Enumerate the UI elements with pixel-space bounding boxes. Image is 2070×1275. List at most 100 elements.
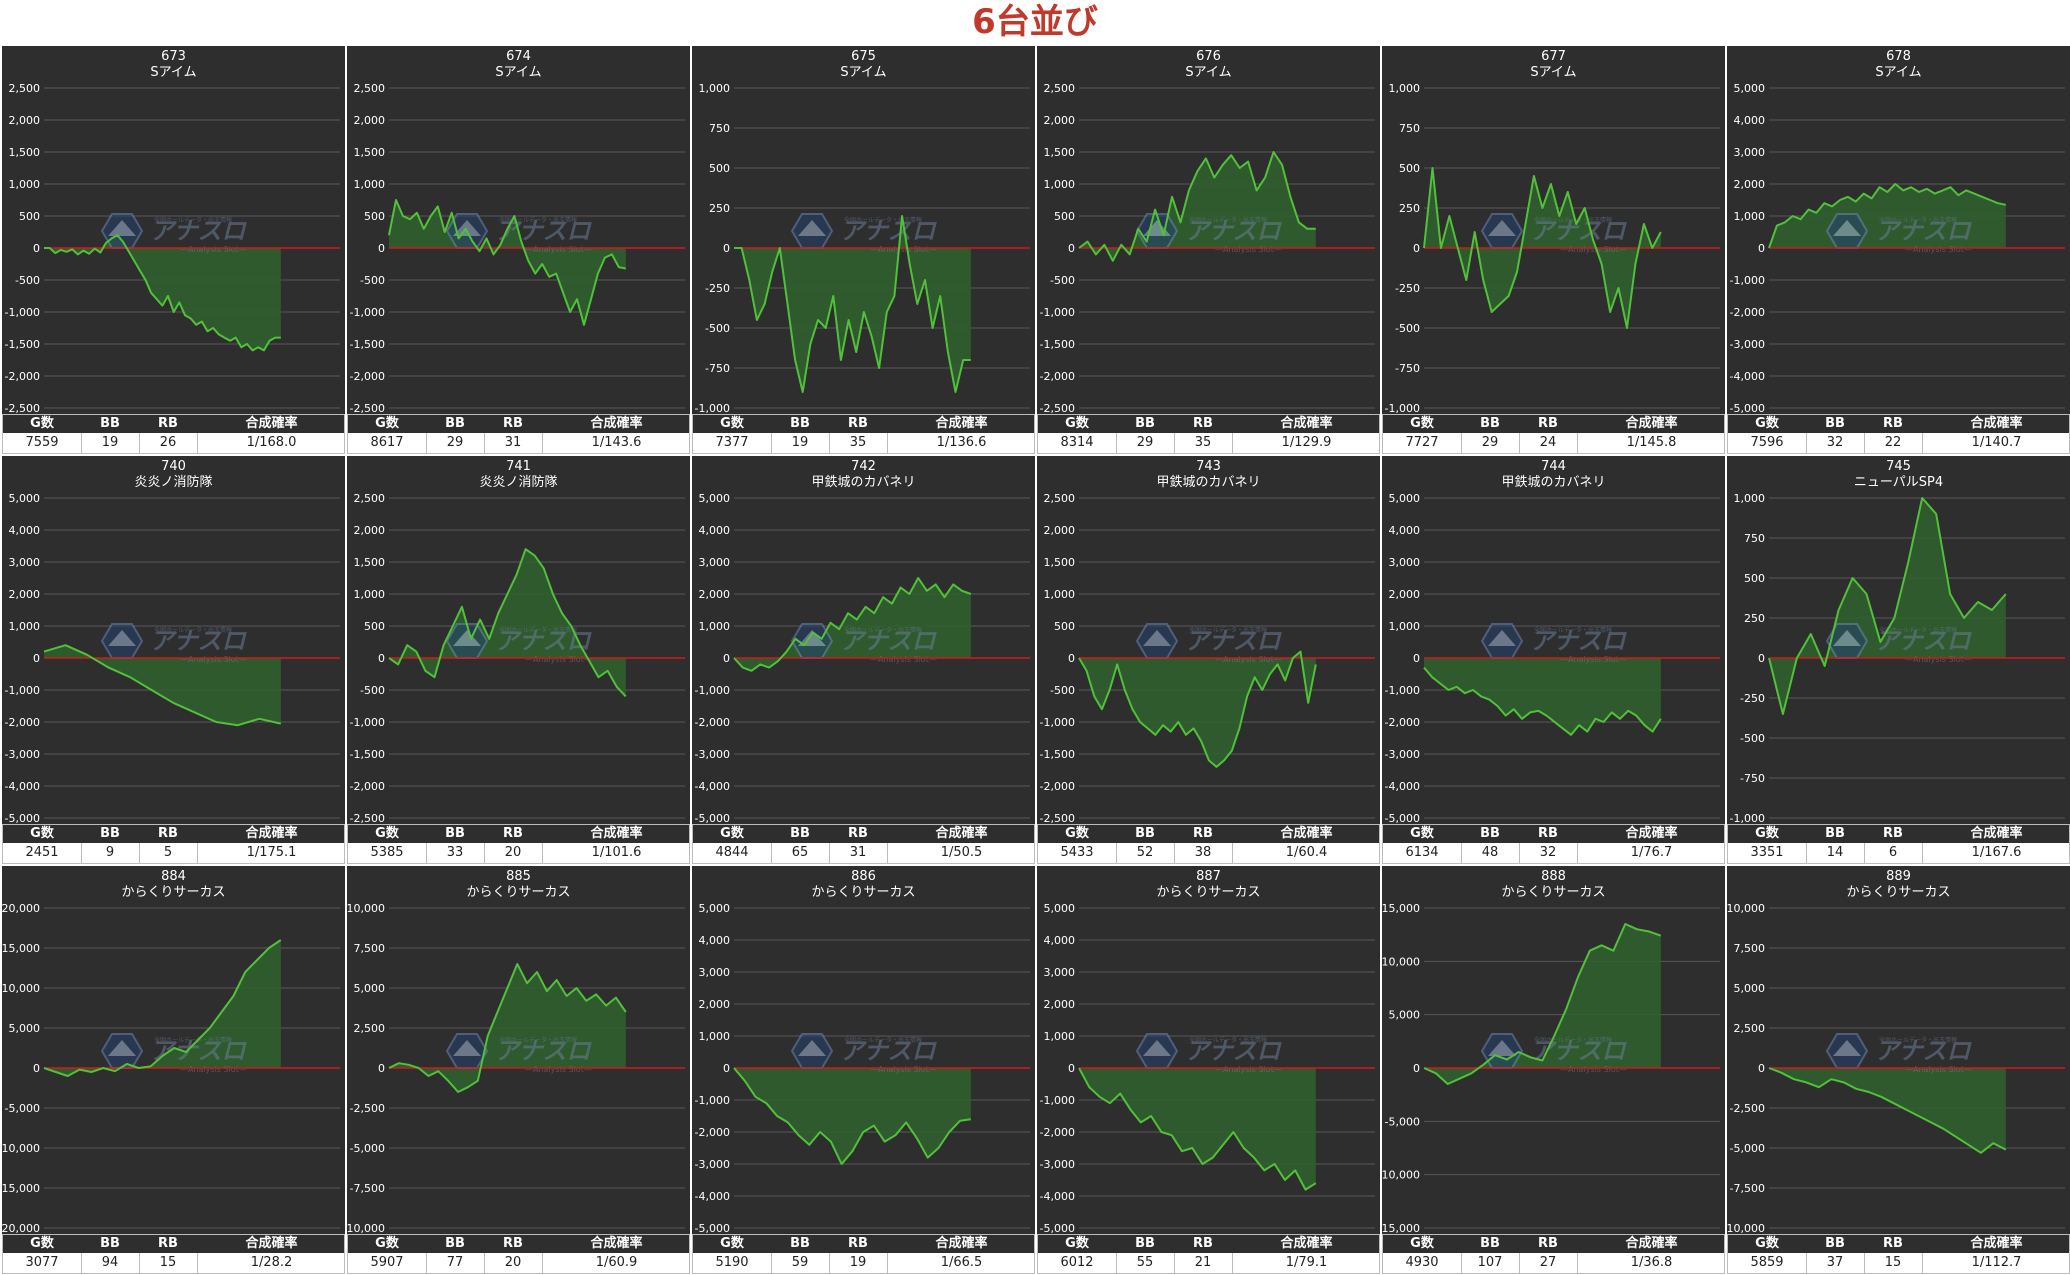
stats-bb-count: 65 [791,845,809,860]
stats-header-combined-probability: 合成確率 [1280,416,1333,431]
stats-divider [1519,433,1520,453]
stats-value-row: 3077 94 15 1/28.2 [3,1253,344,1273]
stats-table: G数 BB RB 合成確率 3077 94 15 1/28.2 [2,1234,345,1274]
series-area [1424,658,1661,735]
y-tick-label: -2,500 [350,402,385,414]
stats-header-bb-count: BB [790,416,810,431]
stats-table: G数 BB RB 合成確率 2451 9 5 1/175.1 [2,824,345,864]
y-tick-label: 750 [709,122,730,135]
machine-card: 743 甲鉄城のカバネリ 2,500 2,000 1,500 1,000 500 0 -500 -… [1037,456,1380,864]
y-tick-label: 1,500 [9,146,41,159]
y-tick-label: -1,000 [1730,274,1765,287]
y-tick-label: -250 [705,282,730,295]
y-tick-label: -1,000 [5,684,40,697]
stats-value-row: 6012 55 21 1/79.1 [1038,1253,1379,1273]
y-tick-label: 0 [378,652,385,665]
y-tick-label: 2,000 [1389,588,1421,601]
stats-divider [1519,843,1520,863]
chart-panel: 745 ニューパルSP4 1,000 750 500 250 0 -250 -500 -750 -1… [1727,456,2070,824]
y-tick-label: 500 [709,162,730,175]
stats-bb-count: 29 [1136,435,1154,450]
stats-header-games: G数 [720,826,744,841]
y-tick-label: -5,000 [350,1142,385,1155]
stats-header-combined-probability: 合成確率 [245,1236,298,1251]
stats-header-rb-count: RB [158,826,178,841]
y-tick-label: -500 [15,274,40,287]
stats-header-games: G数 [1410,416,1434,431]
stats-table: G数 BB RB 合成確率 7727 29 24 1/145.8 [1382,414,1725,454]
stats-combined-probability: 1/60.4 [1285,845,1328,860]
y-tick-label: 250 [1744,612,1765,625]
y-tick-label: -2,000 [1385,716,1420,729]
stats-header-combined-probability: 合成確率 [1970,1236,2023,1251]
stats-combined-probability: 1/175.1 [246,845,297,860]
y-tick-label: 2,000 [1044,114,1076,127]
y-tick-label: 0 [1413,1062,1420,1075]
chart-panel: 742 甲鉄城のカバネリ 5,000 4,000 3,000 2,000 1,000 0 -1,… [692,456,1035,824]
y-tick-label: 0 [378,242,385,255]
y-tick-label: 1,000 [1044,1030,1076,1043]
y-tick-label: 0 [723,1062,730,1075]
y-tick-label: -500 [1740,732,1765,745]
stats-header-rb-count: RB [1193,1236,1213,1251]
stats-table: G数 BB RB 合成確率 8314 29 35 1/129.9 [1037,414,1380,454]
y-tick-label: -7,500 [1730,1182,1765,1195]
machine-name: からくりサーカス [121,885,225,900]
stats-divider [771,433,772,453]
y-tick-label: -2,000 [695,716,730,729]
machine-name: からくりサーカス [1156,885,1260,900]
stats-table: G数 BB RB 合成確率 6012 55 21 1/79.1 [1037,1234,1380,1274]
series-line [1423,666,1662,736]
stats-header-row: G数 BB RB 合成確率 [693,825,1034,843]
machine-card: 885 からくりサーカス 10,000 7,500 5,000 2,500 0 -2,500 -… [347,866,690,1274]
y-tick-label: 5,000 [1389,1009,1421,1022]
machine-number: 677 [1541,49,1566,64]
stats-divider [1232,843,1233,863]
stats-divider [829,843,830,863]
stats-header-combined-probability: 合成確率 [935,826,988,841]
series-line [1078,1067,1317,1191]
svg-text:全国ホールデータ・出玉情報: 全国ホールデータ・出玉情報 [1879,626,1957,634]
machine-number: 744 [1541,459,1566,474]
y-tick-label: 1,000 [354,178,386,191]
svg-text:全国ホールデータ・出玉情報: 全国ホールデータ・出玉情報 [154,626,232,634]
y-tick-label: -5,000 [1730,402,1765,414]
y-tick-label: -2,500 [1040,812,1075,824]
y-tick-label: 0 [1758,652,1765,665]
y-tick-label: 2,000 [9,114,41,127]
series-area [1769,1068,2006,1153]
stats-header-row: G数 BB RB 合成確率 [348,825,689,843]
y-tick-label: -1,000 [1040,716,1075,729]
svg-text:全国ホールデータ・出玉情報: 全国ホールデータ・出玉情報 [844,626,922,634]
stats-header-combined-probability: 合成確率 [1625,826,1678,841]
stats-divider [1922,843,1923,863]
stats-combined-probability: 1/136.6 [936,435,987,450]
y-tick-label: 250 [1399,202,1420,215]
machine-card: 675 Sアイム 1,000 750 500 250 0 -250 -500 -750 -1,000… [692,46,1035,454]
series-line [1768,183,2006,249]
y-tick-label: 10,000 [1382,955,1420,968]
machine-grid: 673 Sアイム 2,500 2,000 1,500 1,000 500 0 -500 -1,00… [2,46,2070,1275]
y-tick-label: -750 [1395,362,1420,375]
stats-bb-count: 33 [446,845,464,860]
stats-header-bb-count: BB [1135,1236,1155,1251]
svg-text:アナスロ: アナスロ [1530,217,1628,245]
stats-table: G数 BB RB 合成確率 7596 32 22 1/140.7 [1727,414,2070,454]
stats-header-combined-probability: 合成確率 [935,1236,988,1251]
y-tick-label: -1,000 [1385,684,1420,697]
stats-header-rb-count: RB [1883,416,1903,431]
y-tick-label: -20,000 [2,1222,40,1234]
svg-text:全国ホールデータ・出玉情報: 全国ホールデータ・出玉情報 [844,1036,922,1044]
stats-header-combined-probability: 合成確率 [590,416,643,431]
stats-header-bb-count: BB [100,416,120,431]
y-tick-label: -2,500 [350,1102,385,1115]
stats-header-games: G数 [30,826,54,841]
machine-number: 888 [1541,869,1566,884]
y-tick-label: -1,000 [1040,306,1075,319]
stats-header-games: G数 [30,416,54,431]
